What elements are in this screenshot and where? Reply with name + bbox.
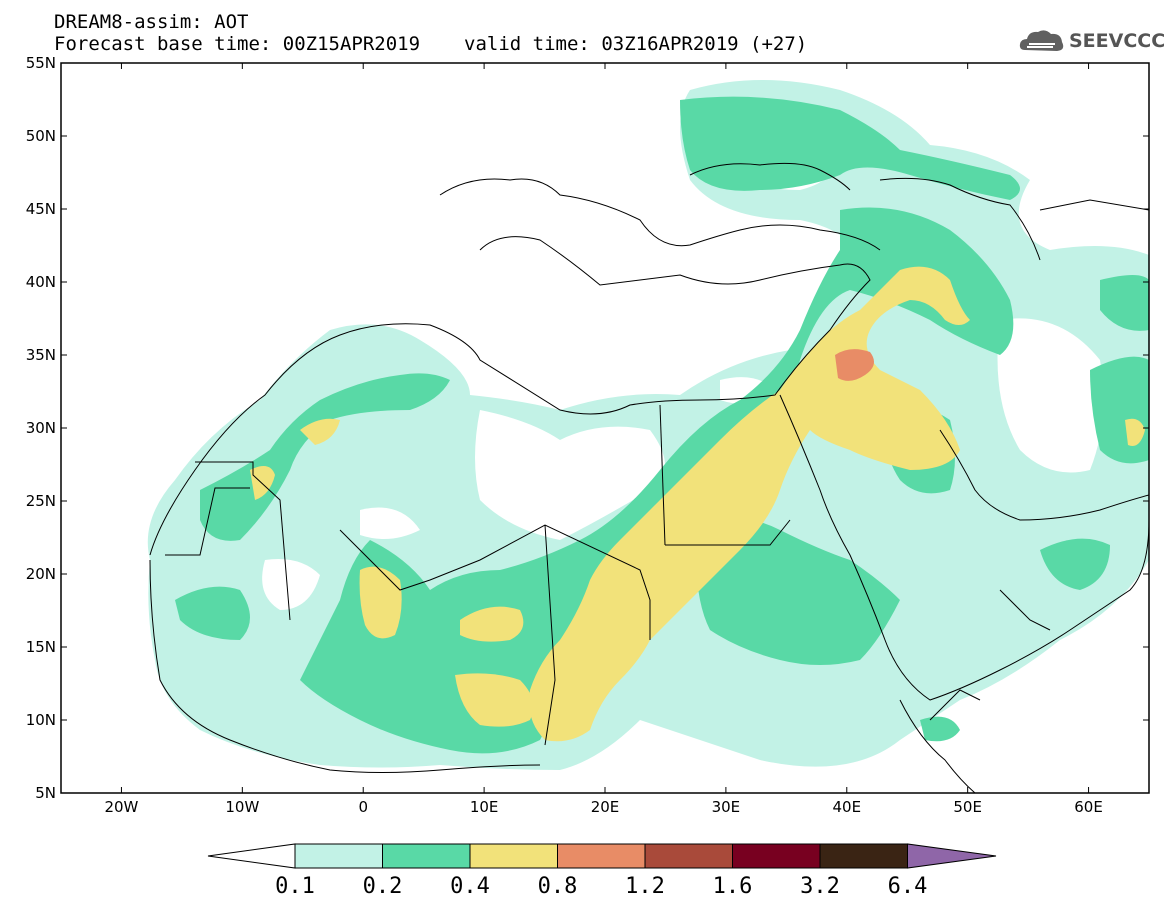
- colorbar-label: 1.2: [625, 874, 665, 899]
- lat-label: 45N: [26, 200, 56, 218]
- aot-field: [147, 80, 1149, 770]
- axis-ticks: [61, 62, 1149, 794]
- map-title: DREAM8-assim: AOT: [54, 11, 249, 33]
- longitude-labels: 20W 10W 0 10E 20E 30E 40E 50E 60E: [104, 798, 1102, 816]
- lon-label: 30E: [712, 798, 741, 816]
- colorbar-high-arrow: [907, 843, 997, 869]
- lat-label: 15N: [26, 638, 56, 656]
- lat-label: 35N: [26, 346, 56, 364]
- colorbar-low-arrow: [207, 843, 296, 869]
- latitude-labels: 55N 50N 45N 40N 35N 30N 25N 20N 15N 10N 5N: [26, 54, 56, 802]
- colorbar-bin: [644, 843, 733, 869]
- seevccc-logo: SEEVCCC: [1017, 26, 1165, 56]
- lat-label: 25N: [26, 492, 56, 510]
- lat-label: 50N: [26, 127, 56, 145]
- lat-label: 5N: [35, 784, 56, 802]
- lon-label: 20E: [591, 798, 620, 816]
- colorbar-bin: [469, 843, 558, 869]
- lon-label: 20W: [104, 798, 138, 816]
- cloud-icon: [1019, 30, 1064, 51]
- colorbar-label: 0.8: [538, 874, 578, 899]
- valid-time: valid time: 03Z16APR2019 (+27): [464, 33, 808, 55]
- lon-label: 50E: [953, 798, 982, 816]
- lon-label: 0: [358, 798, 368, 816]
- colorbar-label: 6.4: [888, 874, 928, 899]
- lat-label: 10N: [26, 711, 56, 729]
- lat-label: 55N: [26, 54, 56, 72]
- time-info: Forecast base time: 00Z15APR2019 valid ti…: [54, 34, 807, 54]
- lon-label: 10E: [470, 798, 499, 816]
- colorbar: 0.1 0.2 0.4 0.8 1.2 1.6 3.2 6.4: [207, 843, 997, 899]
- colorbar-label: 0.2: [363, 874, 403, 899]
- colorbar-bin: [557, 843, 646, 869]
- colorbar-label: 0.4: [450, 874, 490, 899]
- lon-label: 40E: [832, 798, 861, 816]
- lat-label: 30N: [26, 419, 56, 437]
- colorbar-bin: [819, 843, 908, 869]
- lon-label: 10W: [225, 798, 259, 816]
- colorbar-label: 3.2: [800, 874, 840, 899]
- coastlines: [149, 162, 1149, 793]
- lon-label: 60E: [1074, 798, 1103, 816]
- colorbar-bin: [294, 843, 383, 869]
- logo-text: SEEVCCC: [1069, 30, 1165, 52]
- colorbar-label: 0.1: [275, 874, 315, 899]
- colorbar-bin: [732, 843, 821, 869]
- lat-label: 20N: [26, 565, 56, 583]
- lat-label: 40N: [26, 273, 56, 291]
- colorbar-label: 1.6: [713, 874, 753, 899]
- colorbar-bin: [382, 843, 471, 869]
- base-time: Forecast base time: 00Z15APR2019: [54, 33, 421, 55]
